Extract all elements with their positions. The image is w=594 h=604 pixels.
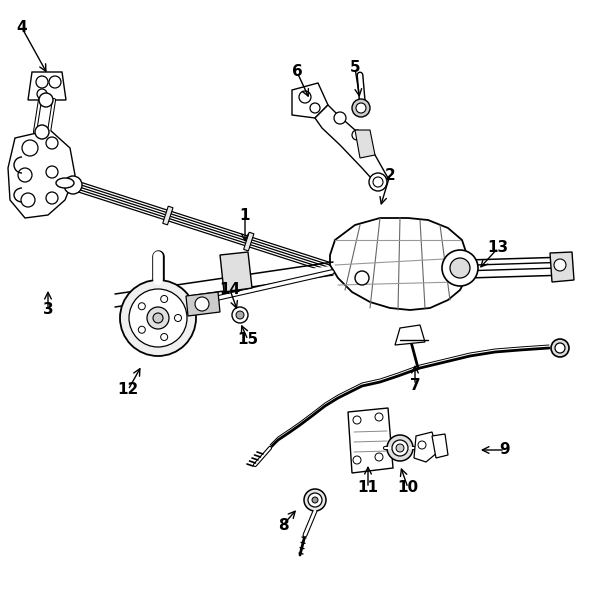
Text: 7: 7 (410, 378, 421, 393)
Circle shape (352, 99, 370, 117)
Polygon shape (395, 325, 425, 345)
Text: 6: 6 (292, 65, 302, 80)
Circle shape (373, 177, 383, 187)
Text: 14: 14 (219, 283, 241, 298)
Circle shape (312, 497, 318, 503)
Circle shape (39, 93, 53, 107)
Circle shape (392, 440, 408, 456)
Circle shape (356, 103, 366, 113)
Text: 12: 12 (118, 382, 138, 397)
Polygon shape (244, 232, 254, 251)
Circle shape (236, 311, 244, 319)
Circle shape (396, 444, 404, 452)
Text: 15: 15 (238, 332, 258, 347)
Circle shape (46, 192, 58, 204)
Circle shape (35, 125, 49, 139)
Circle shape (442, 250, 478, 286)
Circle shape (36, 76, 48, 88)
Circle shape (138, 303, 146, 310)
Circle shape (18, 168, 32, 182)
Polygon shape (432, 434, 448, 458)
Circle shape (21, 193, 35, 207)
Circle shape (232, 307, 248, 323)
Circle shape (299, 91, 311, 103)
Circle shape (355, 271, 369, 285)
Circle shape (310, 103, 320, 113)
Circle shape (353, 416, 361, 424)
Circle shape (64, 176, 82, 194)
Circle shape (387, 435, 413, 461)
Text: 8: 8 (277, 518, 288, 533)
Polygon shape (220, 252, 252, 292)
Circle shape (161, 295, 168, 303)
Circle shape (138, 326, 146, 333)
Text: 1: 1 (240, 208, 250, 222)
Polygon shape (292, 83, 328, 118)
Text: 9: 9 (500, 443, 510, 457)
Text: 5: 5 (350, 60, 361, 76)
Polygon shape (315, 105, 388, 188)
Circle shape (153, 313, 163, 323)
Circle shape (334, 112, 346, 124)
Circle shape (418, 441, 426, 449)
Text: 4: 4 (17, 21, 27, 36)
Circle shape (175, 315, 182, 321)
Polygon shape (550, 252, 574, 282)
Text: 13: 13 (488, 240, 508, 255)
Ellipse shape (56, 178, 74, 188)
Circle shape (49, 76, 61, 88)
Circle shape (308, 493, 322, 507)
Circle shape (22, 140, 38, 156)
Circle shape (46, 137, 58, 149)
Text: 10: 10 (397, 481, 419, 495)
Text: 3: 3 (43, 303, 53, 318)
Polygon shape (8, 130, 75, 218)
Circle shape (375, 453, 383, 461)
Circle shape (195, 297, 209, 311)
Polygon shape (28, 72, 66, 100)
Polygon shape (348, 408, 393, 473)
Polygon shape (330, 218, 468, 310)
Circle shape (375, 413, 383, 421)
Circle shape (352, 130, 362, 140)
Circle shape (46, 166, 58, 178)
Circle shape (554, 259, 566, 271)
Polygon shape (186, 292, 220, 316)
Circle shape (353, 456, 361, 464)
Circle shape (120, 280, 196, 356)
Circle shape (450, 258, 470, 278)
Circle shape (147, 307, 169, 329)
Circle shape (129, 289, 187, 347)
Polygon shape (414, 432, 438, 462)
Circle shape (37, 89, 47, 99)
Text: 11: 11 (358, 481, 378, 495)
Circle shape (304, 489, 326, 511)
Polygon shape (355, 130, 375, 158)
Circle shape (551, 339, 569, 357)
Circle shape (555, 343, 565, 353)
Circle shape (161, 333, 168, 341)
Polygon shape (163, 206, 173, 225)
Circle shape (369, 173, 387, 191)
Text: 2: 2 (385, 167, 396, 182)
